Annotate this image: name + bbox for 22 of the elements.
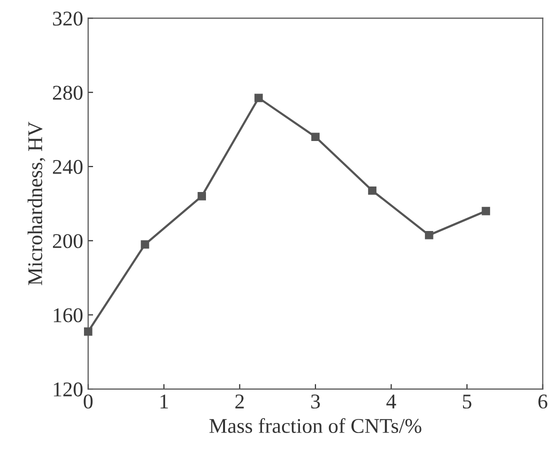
point: [140, 240, 150, 249]
x-axis-title: Mass fraction of CNTs/%: [209, 418, 422, 434]
x-tick-label: 4: [386, 394, 396, 408]
point: [198, 192, 206, 200]
x-tick-label: 0: [84, 394, 93, 409]
point: [311, 132, 320, 142]
x-tick-label: 1: [160, 394, 168, 408]
y-tick-label: 320: [53, 12, 83, 26]
y-tick-label: 160: [54, 308, 83, 322]
point: [254, 94, 263, 102]
point: [482, 206, 490, 216]
x-tick-label: 2: [235, 394, 244, 408]
point: [424, 230, 434, 240]
y-tick-label: 120: [54, 382, 83, 396]
x-tick-label: 6: [538, 394, 548, 409]
point: [368, 186, 376, 195]
y-tick-label: 240: [52, 160, 83, 174]
y-axis-title: Microhardness, HV: [28, 122, 46, 286]
y-tick-label: 280: [52, 86, 83, 100]
x-tick-label: 3: [311, 394, 320, 409]
x-tick-label: 5: [462, 394, 472, 409]
y-tick-label: 200: [52, 234, 83, 248]
